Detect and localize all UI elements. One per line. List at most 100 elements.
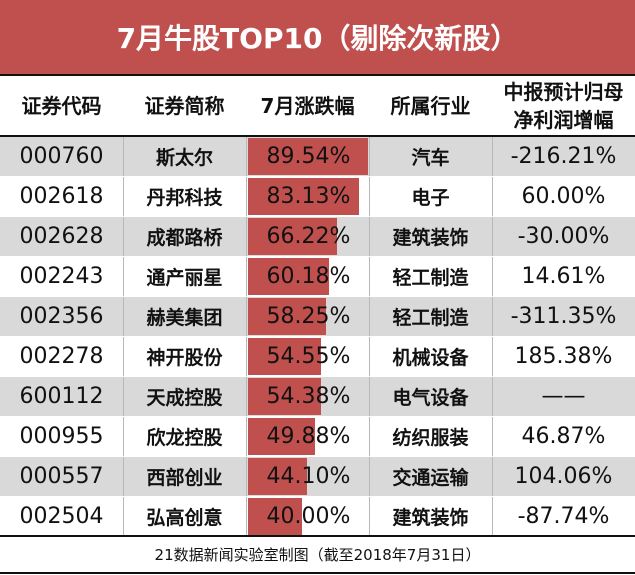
column-divider bbox=[492, 337, 493, 376]
column-divider bbox=[123, 137, 124, 176]
chart-title: 7月牛股TOP10（剔除次新股） bbox=[0, 0, 635, 74]
column-divider bbox=[246, 417, 247, 456]
industry: 轻工制造 bbox=[392, 307, 469, 329]
monthly-change: 89.54% bbox=[266, 144, 351, 169]
table-row: 600112 天成控股 54.38% 电气设备 —— bbox=[0, 377, 635, 416]
column-divider bbox=[123, 417, 124, 456]
column-divider bbox=[246, 297, 247, 336]
table-row: 002278 神开股份 54.55% 机械设备 185.38% bbox=[0, 337, 635, 376]
stock-name: 欣龙控股 bbox=[146, 427, 223, 449]
monthly-change: 83.13% bbox=[266, 184, 351, 209]
column-divider bbox=[123, 457, 124, 496]
monthly-change: 54.55% bbox=[266, 344, 351, 369]
monthly-change: 44.10% bbox=[266, 464, 351, 489]
table-row: 000557 西部创业 44.10% 交通运输 104.06% bbox=[0, 457, 635, 496]
divider bbox=[0, 535, 635, 537]
column-divider bbox=[492, 217, 493, 256]
profit-growth: 104.06% bbox=[514, 464, 613, 489]
source-note: 21数据新闻实验室制图（截至2018年7月31日） bbox=[154, 546, 481, 564]
stock-name: 成都路桥 bbox=[146, 227, 223, 249]
change-bar bbox=[248, 138, 368, 175]
stock-code: 002243 bbox=[19, 264, 104, 289]
column-divider bbox=[246, 217, 247, 256]
column-divider bbox=[369, 257, 370, 296]
column-divider bbox=[369, 457, 370, 496]
stock-name: 斯太尔 bbox=[155, 147, 213, 169]
stock-name: 赫美集团 bbox=[146, 307, 223, 329]
stock-code: 000955 bbox=[19, 424, 104, 449]
column-divider bbox=[492, 137, 493, 176]
column-divider bbox=[492, 377, 493, 416]
stock-name: 西部创业 bbox=[146, 467, 223, 489]
table-row: 002243 通产丽星 60.18% 轻工制造 14.61% bbox=[0, 257, 635, 296]
change-bar bbox=[248, 458, 307, 495]
change-bar bbox=[248, 258, 329, 295]
industry: 轻工制造 bbox=[392, 267, 469, 289]
column-divider bbox=[123, 217, 124, 256]
header-profit-line2: 净利润增幅 bbox=[513, 107, 614, 132]
column-divider bbox=[123, 377, 124, 416]
industry: 汽车 bbox=[411, 147, 450, 169]
monthly-change: 66.22% bbox=[266, 224, 351, 249]
column-divider bbox=[246, 257, 247, 296]
profit-growth: -30.00% bbox=[517, 224, 610, 249]
header-profit-growth: 中报预计归母 净利润增幅 bbox=[492, 76, 635, 135]
stock-code: 002504 bbox=[19, 504, 104, 529]
column-divider bbox=[369, 337, 370, 376]
monthly-change: 40.00% bbox=[266, 504, 351, 529]
table-row: 002504 弘高创意 40.00% 建筑装饰 -87.74% bbox=[0, 497, 635, 536]
column-divider bbox=[123, 497, 124, 536]
monthly-change: 49.88% bbox=[266, 424, 351, 449]
change-bar bbox=[248, 418, 315, 455]
change-bar bbox=[248, 218, 337, 255]
stock-code: 600112 bbox=[19, 384, 104, 409]
column-divider bbox=[492, 257, 493, 296]
industry: 电子 bbox=[411, 187, 450, 209]
profit-growth: 185.38% bbox=[514, 344, 613, 369]
stock-code: 000557 bbox=[19, 464, 104, 489]
change-bar bbox=[248, 298, 326, 335]
profit-growth: 14.61% bbox=[521, 264, 606, 289]
table-row: 000955 欣龙控股 49.88% 纺织服装 46.87% bbox=[0, 417, 635, 456]
column-divider bbox=[123, 177, 124, 216]
industry: 纺织服装 bbox=[392, 427, 469, 449]
header-code: 证券代码 bbox=[21, 93, 102, 118]
header-change: 7月涨跌幅 bbox=[260, 93, 355, 118]
column-divider bbox=[246, 177, 247, 216]
stock-code: 002628 bbox=[19, 224, 104, 249]
column-divider bbox=[123, 257, 124, 296]
change-bar bbox=[248, 338, 321, 375]
stock-code: 002356 bbox=[19, 304, 104, 329]
stock-name: 天成控股 bbox=[146, 387, 223, 409]
header-industry: 所属行业 bbox=[390, 93, 471, 118]
monthly-change: 60.18% bbox=[266, 264, 351, 289]
stock-name: 通产丽星 bbox=[146, 267, 223, 289]
column-divider bbox=[492, 297, 493, 336]
industry: 建筑装饰 bbox=[392, 227, 469, 249]
table-header: 证券代码 证券简称 7月涨跌幅 所属行业 中报预计归母 净利润增幅 bbox=[0, 76, 635, 135]
profit-growth: -311.35% bbox=[510, 304, 617, 329]
change-bar bbox=[248, 378, 321, 415]
header-name: 证券简称 bbox=[144, 93, 225, 118]
column-divider bbox=[246, 457, 247, 496]
change-bar bbox=[248, 178, 359, 215]
profit-growth: 60.00% bbox=[521, 184, 606, 209]
profit-growth: 46.87% bbox=[521, 424, 606, 449]
column-divider bbox=[369, 297, 370, 336]
industry: 建筑装饰 bbox=[392, 507, 469, 529]
divider bbox=[0, 135, 635, 137]
column-divider bbox=[369, 417, 370, 456]
stock-code: 002618 bbox=[19, 184, 104, 209]
divider bbox=[0, 572, 635, 574]
monthly-change: 54.38% bbox=[266, 384, 351, 409]
stock-code: 002278 bbox=[19, 344, 104, 369]
header-profit-line1: 中报预计归母 bbox=[503, 79, 624, 104]
table-row: 002618 丹邦科技 83.13% 电子 60.00% bbox=[0, 177, 635, 216]
industry: 交通运输 bbox=[392, 467, 469, 489]
column-divider bbox=[369, 497, 370, 536]
stock-code: 000760 bbox=[19, 144, 104, 169]
column-divider bbox=[246, 497, 247, 536]
change-bar bbox=[248, 498, 302, 535]
column-divider bbox=[369, 217, 370, 256]
monthly-change: 58.25% bbox=[266, 304, 351, 329]
